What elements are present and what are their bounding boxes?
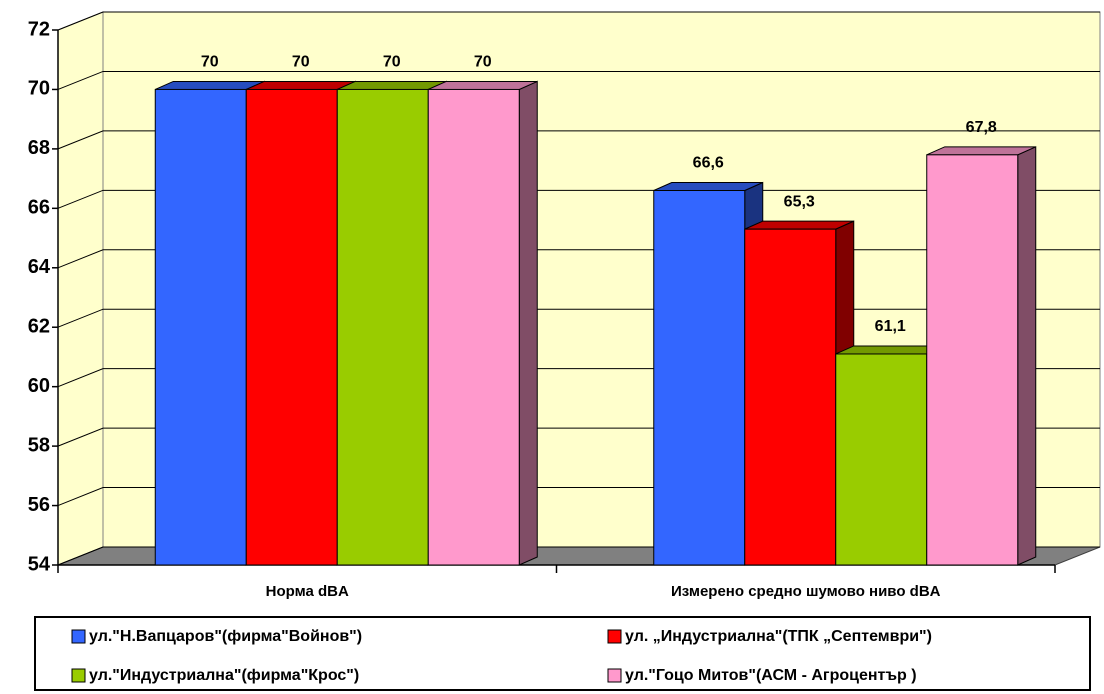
bar-top: [653, 182, 763, 191]
x-tick-label: Норма dBA: [266, 583, 349, 600]
bar: [653, 190, 746, 566]
x-tick-label: Измерено средно шумово ниво dBA: [671, 583, 941, 600]
value-label: 70: [292, 54, 310, 71]
y-tick-label: 68: [28, 137, 50, 159]
value-label: 70: [201, 54, 219, 71]
legend-swatch: [71, 668, 86, 683]
value-label: 66,6: [693, 155, 724, 172]
grid-line: [57, 70, 1100, 90]
y-tick-label: 60: [28, 375, 50, 397]
bar-side: [1017, 146, 1037, 566]
value-label: 70: [474, 54, 492, 71]
legend-label: ул."Индустриална"(фирма"Крос"): [89, 667, 359, 684]
legend-label: ул. „Индустриална"(ТПК „Септември"): [625, 628, 932, 645]
bar: [744, 228, 837, 566]
y-tick-label: 70: [28, 78, 50, 100]
bar: [427, 88, 520, 566]
y-tick-label: 56: [28, 494, 50, 516]
y-tick-label: 66: [28, 197, 50, 219]
y-tick-label: 58: [28, 434, 50, 456]
bar: [835, 353, 928, 566]
value-label: 67,8: [966, 119, 997, 136]
value-label: 61,1: [875, 318, 906, 335]
bar: [336, 88, 429, 566]
bar-side: [518, 80, 538, 566]
bar: [245, 88, 338, 566]
legend-swatch: [607, 668, 622, 683]
y-tick-label: 54: [28, 553, 51, 575]
value-label: 70: [383, 54, 401, 71]
bar-top: [428, 80, 538, 90]
legend-label: ул."Н.Вапцаров"(фирма"Войнов"): [89, 628, 362, 645]
value-label: 65,3: [784, 193, 815, 210]
legend-box: [34, 616, 1091, 691]
bar-top: [926, 146, 1036, 156]
bar: [926, 154, 1019, 566]
y-tick-label: 62: [28, 316, 50, 338]
y-tick-label: 64: [28, 256, 51, 278]
legend-swatch: [607, 629, 622, 644]
legend-swatch: [71, 629, 86, 644]
bar: [154, 88, 247, 566]
grid-line: [57, 130, 1100, 150]
legend-label: ул."Гоцо Митов"(АСМ - Агроцентър ): [625, 667, 917, 684]
bar-top: [744, 220, 854, 230]
side-wall: [57, 11, 104, 566]
grid-line: [57, 11, 1100, 31]
y-tick-label: 72: [28, 18, 50, 40]
grid-line: [57, 189, 1100, 209]
